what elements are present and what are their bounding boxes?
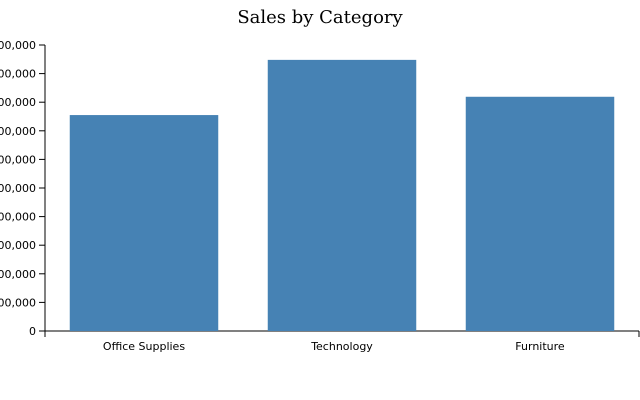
y-tick-label: 400,000 (0, 211, 36, 224)
y-tick-label: 100,000 (0, 296, 36, 309)
y-tick-label: 0 (29, 325, 36, 338)
x-axis: Office Supplies Technology Furniture (44, 330, 640, 353)
y-tick-label: 500,000 (0, 182, 36, 195)
y-axis: 0 100,000 200,000 300,000 400,000 500,000 600,… (0, 39, 46, 338)
x-tick-label: Furniture (515, 340, 565, 353)
y-tick-label: 600,000 (0, 153, 36, 166)
y-tick-label: 200,000 (0, 268, 36, 281)
y-tick-label: 1,000,000 (0, 39, 36, 52)
bar-furniture (465, 96, 615, 332)
y-tick-label: 700,000 (0, 125, 36, 138)
bar-technology (267, 59, 417, 331)
y-tick-label: 300,000 (0, 239, 36, 252)
bars (69, 59, 615, 332)
y-tick-label: 800,000 (0, 96, 36, 109)
y-tick-label: 900,000 (0, 68, 36, 81)
x-tick-label: Technology (310, 340, 373, 353)
bar-office-supplies (69, 115, 219, 331)
chart-title: Sales by Category (237, 7, 403, 28)
x-tick-label: Office Supplies (103, 340, 185, 353)
